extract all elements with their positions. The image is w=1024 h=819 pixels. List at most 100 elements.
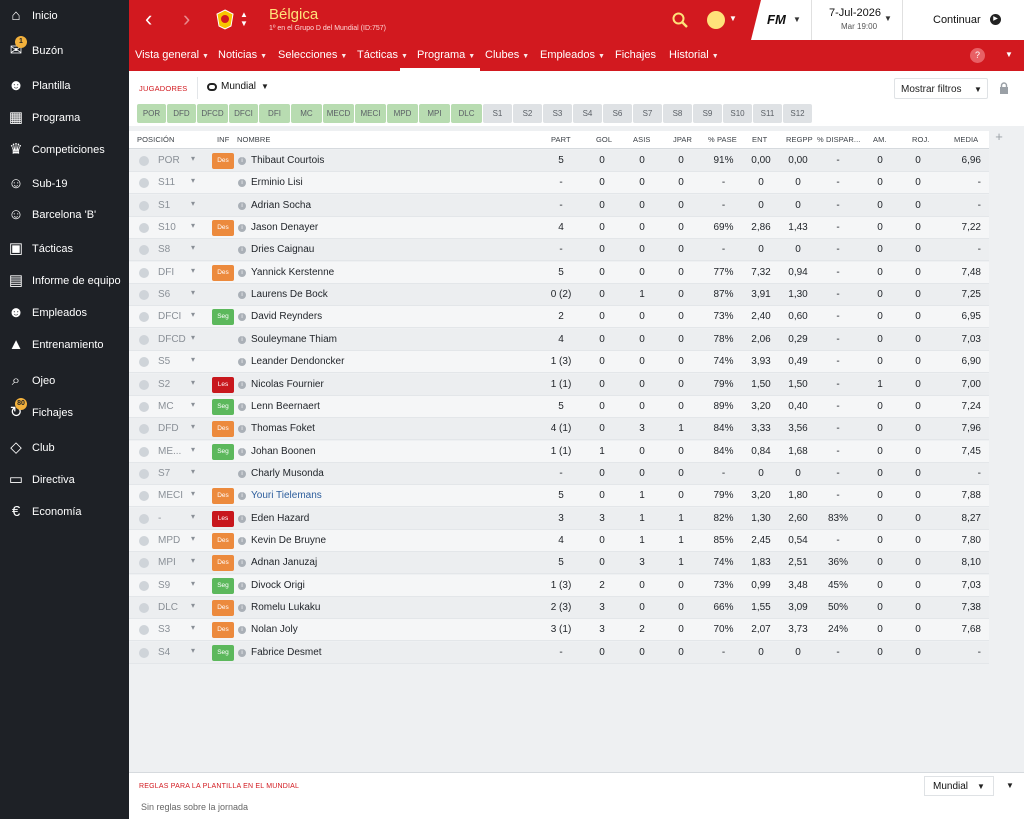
position-chevron-icon[interactable]: ▾ bbox=[191, 332, 196, 342]
info-icon[interactable]: i bbox=[238, 604, 246, 612]
col-roj[interactable]: ROJ. bbox=[912, 135, 930, 144]
nav-tab-8[interactable]: Historial ▼ bbox=[669, 49, 719, 61]
player-name[interactable]: Adnan Januzaj bbox=[251, 557, 318, 569]
select-checkbox[interactable] bbox=[139, 558, 149, 569]
player-position[interactable]: S11 bbox=[158, 177, 176, 189]
position-chevron-icon[interactable]: ▾ bbox=[191, 511, 196, 521]
table-row[interactable]: DFD ▾ Des i Thomas Foket 4 (1) 0 3 1 84% 3,33 3,56 -… bbox=[129, 418, 989, 441]
position-chevron-icon[interactable]: ▾ bbox=[191, 198, 196, 208]
player-position[interactable]: MECI bbox=[158, 490, 183, 502]
player-name[interactable]: Laurens De Bock bbox=[251, 289, 328, 301]
status-badge[interactable]: Seg bbox=[212, 577, 234, 594]
world-icon[interactable] bbox=[707, 11, 725, 29]
position-chevron-icon[interactable]: ▾ bbox=[191, 466, 196, 476]
select-checkbox[interactable] bbox=[139, 491, 149, 502]
player-position[interactable]: MPI bbox=[158, 557, 176, 569]
table-row[interactable]: S9 ▾ Seg i Divock Origi 1 (3) 2 0 0 73% 0,99 3,48 45… bbox=[129, 574, 989, 597]
player-name[interactable]: Yannick Kerstenne bbox=[251, 266, 335, 278]
position-chevron-icon[interactable]: ▾ bbox=[191, 578, 196, 588]
sidebar-item-11[interactable]: ⌕ Ojeo bbox=[0, 366, 129, 396]
select-checkbox[interactable] bbox=[139, 535, 149, 546]
player-name[interactable]: Johan Boonen bbox=[251, 445, 316, 457]
player-position[interactable]: S6 bbox=[158, 289, 171, 301]
col-regpp[interactable]: REGPP bbox=[786, 135, 813, 144]
nav-more-chevron-icon[interactable]: ▼ bbox=[1005, 50, 1013, 59]
position-filter-dfci[interactable]: DFCI bbox=[229, 104, 258, 123]
position-filter-s9[interactable]: S9 bbox=[693, 104, 722, 123]
status-badge[interactable]: Les bbox=[212, 510, 234, 527]
info-icon[interactable]: i bbox=[238, 246, 246, 255]
back-button[interactable]: ‹ bbox=[145, 6, 153, 31]
position-chevron-icon[interactable]: ▾ bbox=[191, 154, 196, 163]
player-name[interactable]: Youri Tielemans bbox=[251, 490, 322, 502]
position-filter-s4[interactable]: S4 bbox=[573, 104, 602, 123]
info-icon[interactable]: i bbox=[238, 492, 246, 501]
position-chevron-icon[interactable]: ▾ bbox=[191, 645, 196, 655]
col-media[interactable]: MEDIA bbox=[954, 135, 979, 144]
info-icon[interactable]: i bbox=[238, 536, 246, 545]
nav-tab-5[interactable]: Clubes ▼ bbox=[485, 49, 529, 61]
position-chevron-icon[interactable]: ▾ bbox=[191, 377, 196, 387]
table-row[interactable]: DFCI ▾ Seg i David Reynders 2 0 0 0 73% 2,40 0,60 - 0… bbox=[129, 306, 989, 329]
position-filter-mpd[interactable]: MPD bbox=[387, 104, 418, 123]
info-icon[interactable]: i bbox=[238, 358, 246, 367]
table-row[interactable]: MPI ▾ Des i Adnan Januzaj 5 0 3 1 74% 1,83 2,51 36% 0… bbox=[129, 552, 989, 575]
player-position[interactable]: DFD bbox=[158, 423, 179, 435]
position-filter-dfcd[interactable]: DFCD bbox=[197, 104, 228, 123]
select-checkbox[interactable] bbox=[139, 267, 149, 278]
status-badge[interactable]: Des bbox=[212, 555, 234, 572]
col-ent[interactable]: ENT bbox=[752, 135, 768, 144]
table-row[interactable]: MPD ▾ Des i Kevin De Bruyne 4 0 1 1 85% 2,45 0,54 - 0… bbox=[129, 529, 989, 552]
search-icon[interactable] bbox=[672, 12, 688, 28]
competition-dropdown[interactable]: Mundial ▼ bbox=[924, 776, 994, 796]
col-inf[interactable]: INF bbox=[217, 135, 230, 144]
position-chevron-icon[interactable]: ▾ bbox=[191, 399, 196, 409]
col-pase[interactable]: % PASE bbox=[708, 135, 737, 144]
player-name[interactable]: Nicolas Fournier bbox=[251, 378, 324, 390]
table-row[interactable]: S11 ▾ i Erminio Lisi - 0 0 0 - 0 0 - 0 0 - bbox=[129, 172, 989, 195]
status-badge[interactable]: Les bbox=[212, 376, 234, 393]
position-filter-meci[interactable]: MECI bbox=[355, 104, 386, 123]
status-badge[interactable]: Des bbox=[212, 532, 234, 549]
table-row[interactable]: DFI ▾ Des i Yannick Kerstenne 5 0 0 0 77% 7,32 0,94… bbox=[129, 261, 989, 284]
player-name[interactable]: Divock Origi bbox=[251, 579, 305, 591]
col-position[interactable]: POSICIÓN bbox=[137, 135, 175, 144]
info-icon[interactable]: i bbox=[238, 648, 246, 657]
collapse-chevron-icon[interactable]: ▼ bbox=[1006, 781, 1014, 790]
status-badge[interactable]: Des bbox=[212, 153, 234, 169]
select-checkbox[interactable] bbox=[139, 379, 149, 390]
sidebar-item-10[interactable]: ▲ Entrenamiento bbox=[0, 330, 129, 360]
col-gol[interactable]: GOL bbox=[596, 135, 613, 144]
table-row[interactable]: S10 ▾ Des i Jason Denayer 4 0 0 0 69% 2,86 1,43 - 0 0 7… bbox=[129, 217, 989, 240]
player-position[interactable]: S8 bbox=[158, 244, 171, 256]
status-badge[interactable]: Seg bbox=[212, 398, 234, 415]
status-badge[interactable]: Seg bbox=[212, 644, 234, 661]
status-badge[interactable]: Des bbox=[212, 264, 234, 281]
col-jpar[interactable]: JPAR bbox=[673, 135, 693, 144]
status-badge[interactable]: Seg bbox=[212, 443, 234, 460]
position-filter-dfd[interactable]: DFD bbox=[167, 104, 196, 123]
info-icon[interactable]: i bbox=[238, 268, 246, 277]
position-chevron-icon[interactable]: ▾ bbox=[191, 422, 196, 432]
player-position[interactable]: DFCD bbox=[158, 333, 186, 345]
sidebar-item-5[interactable]: ☺ Sub-19 bbox=[0, 169, 129, 199]
player-position[interactable]: S1 bbox=[158, 199, 171, 211]
table-row[interactable]: S5 ▾ i Leander Dendoncker 1 (3) 0 0 0 74% 3,93 0,4… bbox=[129, 351, 989, 374]
player-name[interactable]: Kevin De Bruyne bbox=[251, 534, 327, 546]
info-icon[interactable]: i bbox=[238, 335, 246, 344]
position-chevron-icon[interactable]: ▾ bbox=[191, 355, 196, 365]
col-am[interactable]: AM. bbox=[873, 135, 887, 144]
position-filter-mpi[interactable]: MPI bbox=[419, 104, 450, 123]
select-checkbox[interactable] bbox=[139, 513, 149, 524]
player-name[interactable]: Lenn Beernaert bbox=[251, 400, 320, 412]
table-row[interactable]: S1 ▾ i Adrian Socha - 0 0 0 - 0 0 - 0 0 - bbox=[129, 194, 989, 217]
add-column-button[interactable]: + bbox=[995, 129, 1003, 144]
table-row[interactable]: POR ▾ Des i Thibaut Courtois 5 0 0 0 91% 0,00 0,00 -… bbox=[129, 150, 989, 172]
player-name[interactable]: Thibaut Courtois bbox=[251, 155, 325, 166]
player-name[interactable]: Adrian Socha bbox=[251, 199, 312, 211]
table-row[interactable]: DFCD ▾ i Souleymane Thiam 4 0 0 0 78% 2,06 0,29 - 0 0… bbox=[129, 328, 989, 351]
sidebar-item-9[interactable]: ☻ Empleados bbox=[0, 298, 129, 328]
table-row[interactable]: MECI ▾ Des i Youri Tielemans 5 0 1 0 79% 3,20 1,80 -… bbox=[129, 485, 989, 508]
info-icon[interactable]: i bbox=[238, 514, 246, 523]
player-position[interactable]: POR bbox=[158, 155, 180, 166]
